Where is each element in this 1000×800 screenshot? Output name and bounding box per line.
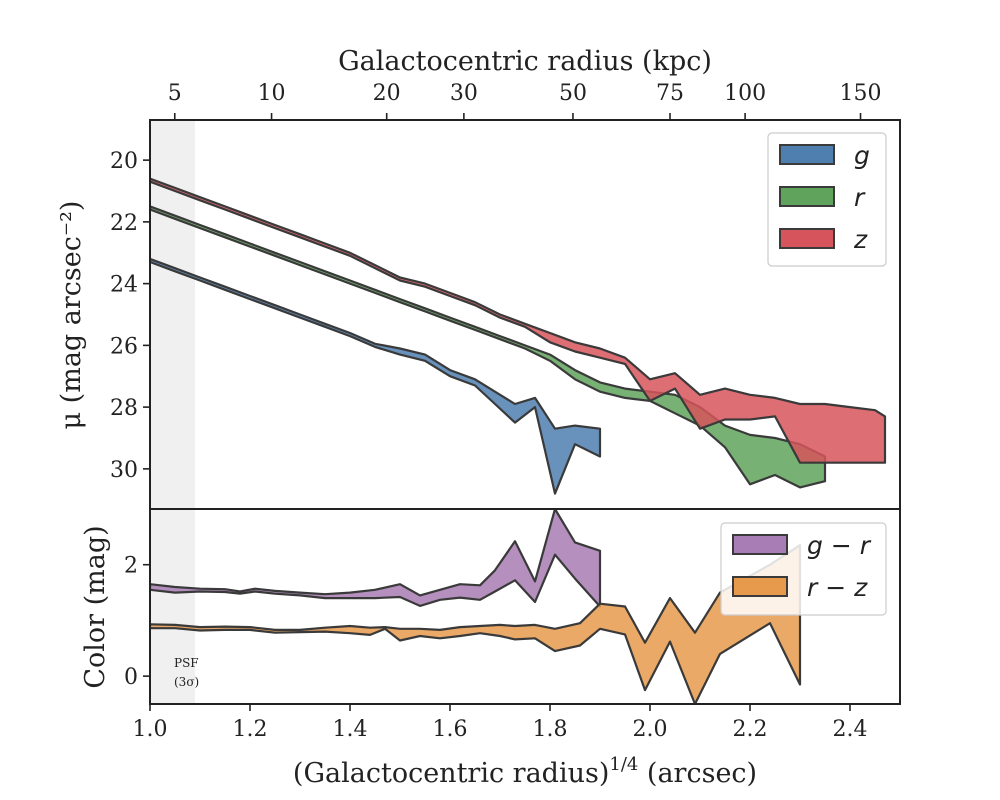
legend-mu-swatch [779, 228, 835, 249]
top-tick-label: 5 [168, 81, 182, 106]
y-tick-label-mu: 20 [110, 149, 138, 174]
x-axis-label-sup: 1/4 [609, 754, 638, 775]
x-tick-label: 1.6 [433, 717, 468, 742]
top-tick-label: 100 [724, 81, 766, 106]
legend-mu-label: r [854, 183, 866, 212]
y-tick-label-mu: 24 [110, 273, 138, 298]
legend-mu-label: g [854, 141, 870, 170]
top-tick-label: 150 [840, 81, 882, 106]
y-tick-label-color: 0 [124, 665, 138, 690]
legend-color-label: r − z [807, 573, 868, 602]
x-tick-label: 1.8 [533, 717, 568, 742]
color-bands [150, 509, 802, 704]
y-tick-label-mu: 22 [110, 211, 138, 236]
ticks: 1.0 1.2 1.4 1.6 1.8 2.0 2.2 2.45 10 20 30 50 75 100 15… [110, 81, 882, 742]
surface-brightness-bands [150, 177, 887, 495]
legends: grz g − r r − z [720, 132, 887, 616]
legend-mu-swatch [779, 144, 835, 165]
top-tick-label: 10 [258, 81, 286, 106]
band-z [150, 177, 887, 464]
top-axis-label: Galactocentric radius (kpc) [338, 46, 712, 77]
band-r-minus-z [150, 544, 802, 704]
x-tick-label: 1.4 [333, 717, 368, 742]
x-axis-label: (Galactocentric radius)1/4 (arcsec) [293, 754, 757, 789]
legend-mu-swatch [779, 186, 835, 207]
psf-annotation-line1: PSF [174, 656, 199, 670]
x-axis-label-main: (Galactocentric radius) [293, 758, 609, 789]
top-tick-label: 50 [559, 81, 587, 106]
top-tick-label: 75 [656, 81, 684, 106]
x-tick-label: 1.0 [133, 717, 168, 742]
legend-color-label: g − r [807, 531, 872, 560]
axes [149, 119, 901, 705]
x-tick-label: 2.2 [733, 717, 768, 742]
x-tick-label: 2.0 [633, 717, 668, 742]
psf-shade-rect [150, 120, 195, 704]
y-tick-label-mu: 30 [110, 458, 138, 483]
y-axis-label-color: Color (mag) [80, 525, 111, 688]
y-tick-label-color: 2 [124, 554, 138, 579]
psf-shaded-region [150, 120, 195, 704]
psf-annotation-line2: (3σ) [174, 675, 199, 689]
legend-color-swatch [732, 576, 788, 597]
y-axis-label-mu: μ (mag arcsec⁻²) [56, 201, 87, 430]
y-tick-label-mu: 28 [110, 396, 138, 421]
top-tick-label: 30 [450, 81, 478, 106]
top-tick-label: 20 [373, 81, 401, 106]
bottom-panel-frame [149, 508, 901, 705]
x-tick-label: 1.2 [233, 717, 268, 742]
legend-color-swatch [732, 534, 788, 555]
x-axis-label-unit: (arcsec) [638, 758, 757, 789]
legend-mu-label: z [853, 225, 868, 254]
x-tick-label: 2.4 [833, 717, 868, 742]
y-tick-label-mu: 26 [110, 334, 138, 359]
band-g-minus-r [150, 509, 602, 608]
band-g [150, 257, 602, 495]
band-r [150, 205, 827, 489]
